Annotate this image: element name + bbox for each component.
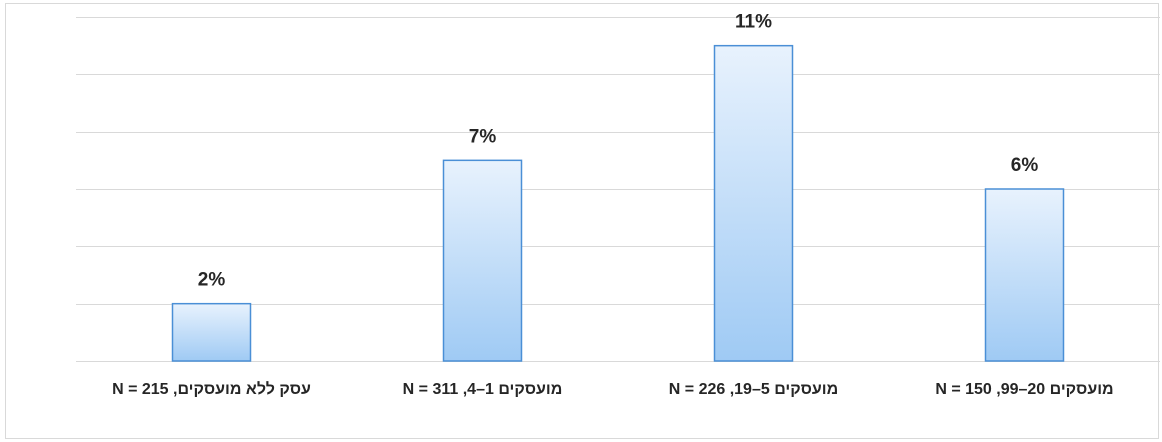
category-labels: עסק ללא מועסקים, N = 215 מועסקים 1–4, N =… — [112, 380, 1114, 398]
data-label: 2% — [198, 270, 226, 291]
data-label: 7% — [469, 126, 497, 147]
bar — [442, 159, 523, 362]
bar — [984, 188, 1065, 362]
bar-chart: 2% 7% 11% 6% עסק ללא מועסקים, N = 215 מועסקי… — [76, 12, 1160, 398]
bar — [713, 44, 794, 362]
category-label: מועסקים 1–4, N = 311 — [403, 381, 563, 398]
category-label: מועסקים 20–99, N = 150 — [935, 381, 1113, 398]
chart-frame: 2% 7% 11% 6% עסק ללא מועסקים, N = 215 מועסקי… — [5, 3, 1160, 439]
gridlines — [76, 17, 1160, 362]
value-labels: 2% 7% 11% 6% — [198, 12, 1039, 291]
bars — [171, 44, 1065, 362]
data-label: 11% — [735, 12, 772, 33]
category-label: מועסקים 5–19, N = 226 — [669, 381, 838, 398]
data-label: 6% — [1011, 155, 1039, 176]
category-label: עסק ללא מועסקים, N = 215 — [112, 380, 311, 398]
bar — [171, 302, 252, 362]
